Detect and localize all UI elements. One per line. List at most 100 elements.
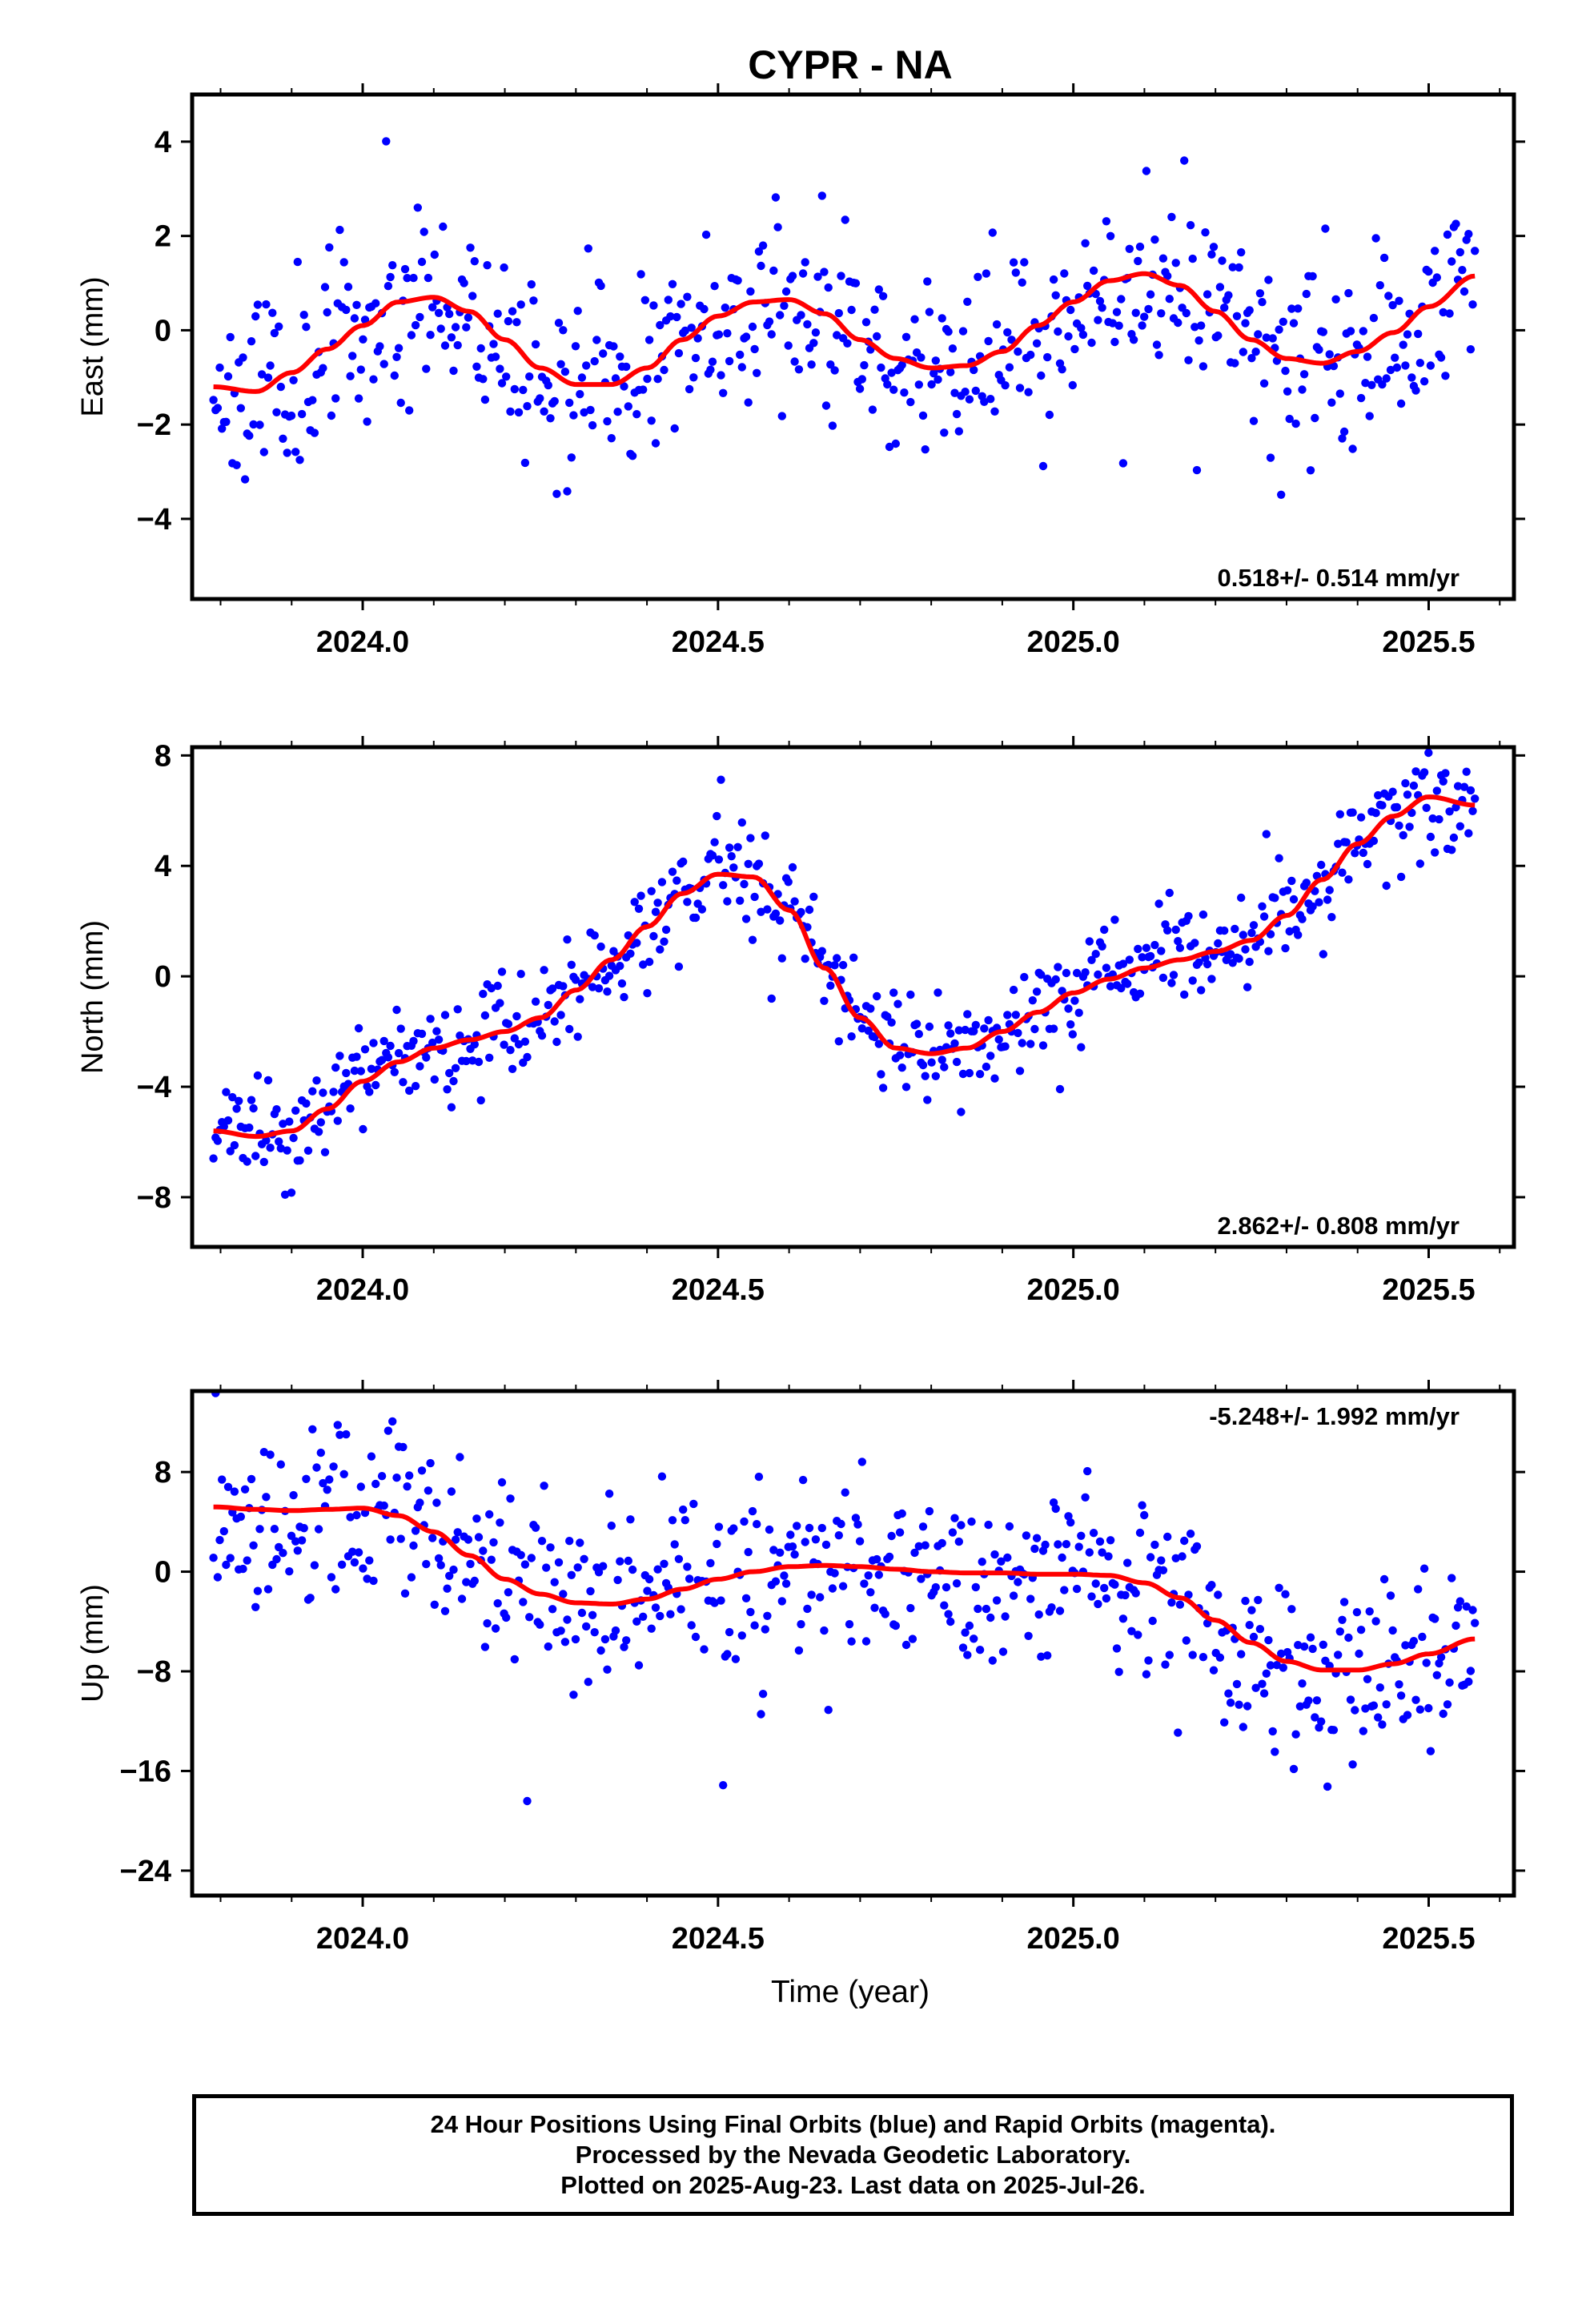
data-point <box>1319 950 1328 959</box>
data-point <box>1338 868 1347 877</box>
data-point <box>857 375 867 384</box>
data-point <box>342 305 351 315</box>
data-point <box>1218 256 1227 265</box>
data-point <box>508 307 517 316</box>
data-point <box>479 989 488 999</box>
data-point <box>1098 1548 1106 1557</box>
data-point <box>630 898 639 907</box>
data-point <box>222 417 231 426</box>
data-point <box>405 406 414 415</box>
data-point <box>1055 1084 1065 1094</box>
data-point <box>870 1603 879 1612</box>
data-point <box>897 360 906 369</box>
data-point <box>934 988 942 997</box>
data-point <box>1015 1067 1025 1076</box>
data-point <box>556 360 565 368</box>
data-point <box>263 373 273 382</box>
data-point <box>1268 1727 1277 1736</box>
data-point <box>563 487 572 496</box>
data-point <box>1418 1632 1427 1642</box>
data-point <box>1386 1591 1395 1600</box>
data-point <box>746 834 755 842</box>
data-point <box>479 1546 488 1555</box>
data-point <box>683 1562 692 1571</box>
data-point <box>287 1188 296 1197</box>
data-point <box>1188 976 1197 985</box>
data-point <box>1392 363 1402 372</box>
data-point <box>466 243 475 252</box>
data-point <box>717 775 725 784</box>
data-point <box>713 811 721 821</box>
y-tick-label: 8 <box>155 739 171 773</box>
data-point <box>958 1069 968 1079</box>
data-point <box>1011 268 1021 277</box>
data-point <box>1359 848 1368 858</box>
data-point <box>611 374 620 383</box>
data-point <box>1428 814 1437 823</box>
data-point <box>1266 1661 1275 1670</box>
data-point <box>422 364 431 373</box>
data-point <box>245 431 254 440</box>
data-point <box>320 283 330 292</box>
data-point <box>1319 328 1328 336</box>
data-point <box>620 1642 628 1651</box>
data-point <box>599 349 608 358</box>
data-point <box>674 348 684 358</box>
data-point <box>754 247 764 256</box>
data-point <box>299 1524 308 1533</box>
data-point <box>1095 296 1105 306</box>
data-point <box>1378 801 1387 810</box>
data-point <box>1188 1651 1197 1659</box>
data-point <box>1426 1747 1435 1755</box>
data-point <box>390 1068 399 1077</box>
data-point <box>470 1039 479 1049</box>
data-point <box>1281 943 1290 953</box>
data-point <box>559 982 568 991</box>
data-point <box>632 1617 641 1626</box>
data-point <box>961 1025 970 1035</box>
x-tick-label: 2025.0 <box>1027 1273 1120 1307</box>
data-point <box>906 397 915 407</box>
data-point <box>1315 345 1323 354</box>
data-point <box>571 342 580 351</box>
data-point <box>571 975 580 984</box>
data-point <box>917 353 926 362</box>
north-fit-line <box>213 794 1476 1140</box>
data-point <box>430 1600 439 1610</box>
data-point <box>1095 1537 1105 1546</box>
data-point <box>559 326 568 335</box>
data-point <box>1220 1718 1229 1727</box>
data-point <box>723 1650 732 1659</box>
data-point <box>1388 1626 1397 1635</box>
data-point <box>472 362 481 371</box>
data-point <box>826 981 835 991</box>
data-point <box>1431 1614 1439 1623</box>
data-point <box>925 1506 934 1516</box>
data-point <box>914 1542 924 1551</box>
data-point <box>761 831 769 840</box>
data-point <box>1131 1589 1140 1598</box>
data-point <box>986 1613 995 1622</box>
data-point <box>474 1057 484 1067</box>
data-point <box>243 1157 251 1166</box>
data-point <box>784 878 793 887</box>
data-point <box>1439 1709 1447 1719</box>
data-point <box>1195 336 1203 345</box>
data-point <box>874 1570 884 1579</box>
data-point <box>857 1458 867 1466</box>
data-point <box>982 269 991 278</box>
data-point <box>1431 247 1439 255</box>
data-point <box>209 1554 218 1562</box>
data-point <box>1001 1042 1010 1051</box>
data-point <box>514 408 524 417</box>
data-point <box>540 407 548 416</box>
data-point <box>952 1057 962 1067</box>
data-point <box>520 1560 530 1569</box>
data-point <box>1436 1653 1446 1662</box>
data-point <box>275 1542 283 1552</box>
data-point <box>223 1482 233 1492</box>
data-point <box>1003 328 1012 337</box>
data-point <box>1100 1583 1109 1593</box>
data-point <box>1460 287 1469 296</box>
data-point <box>803 1604 812 1614</box>
